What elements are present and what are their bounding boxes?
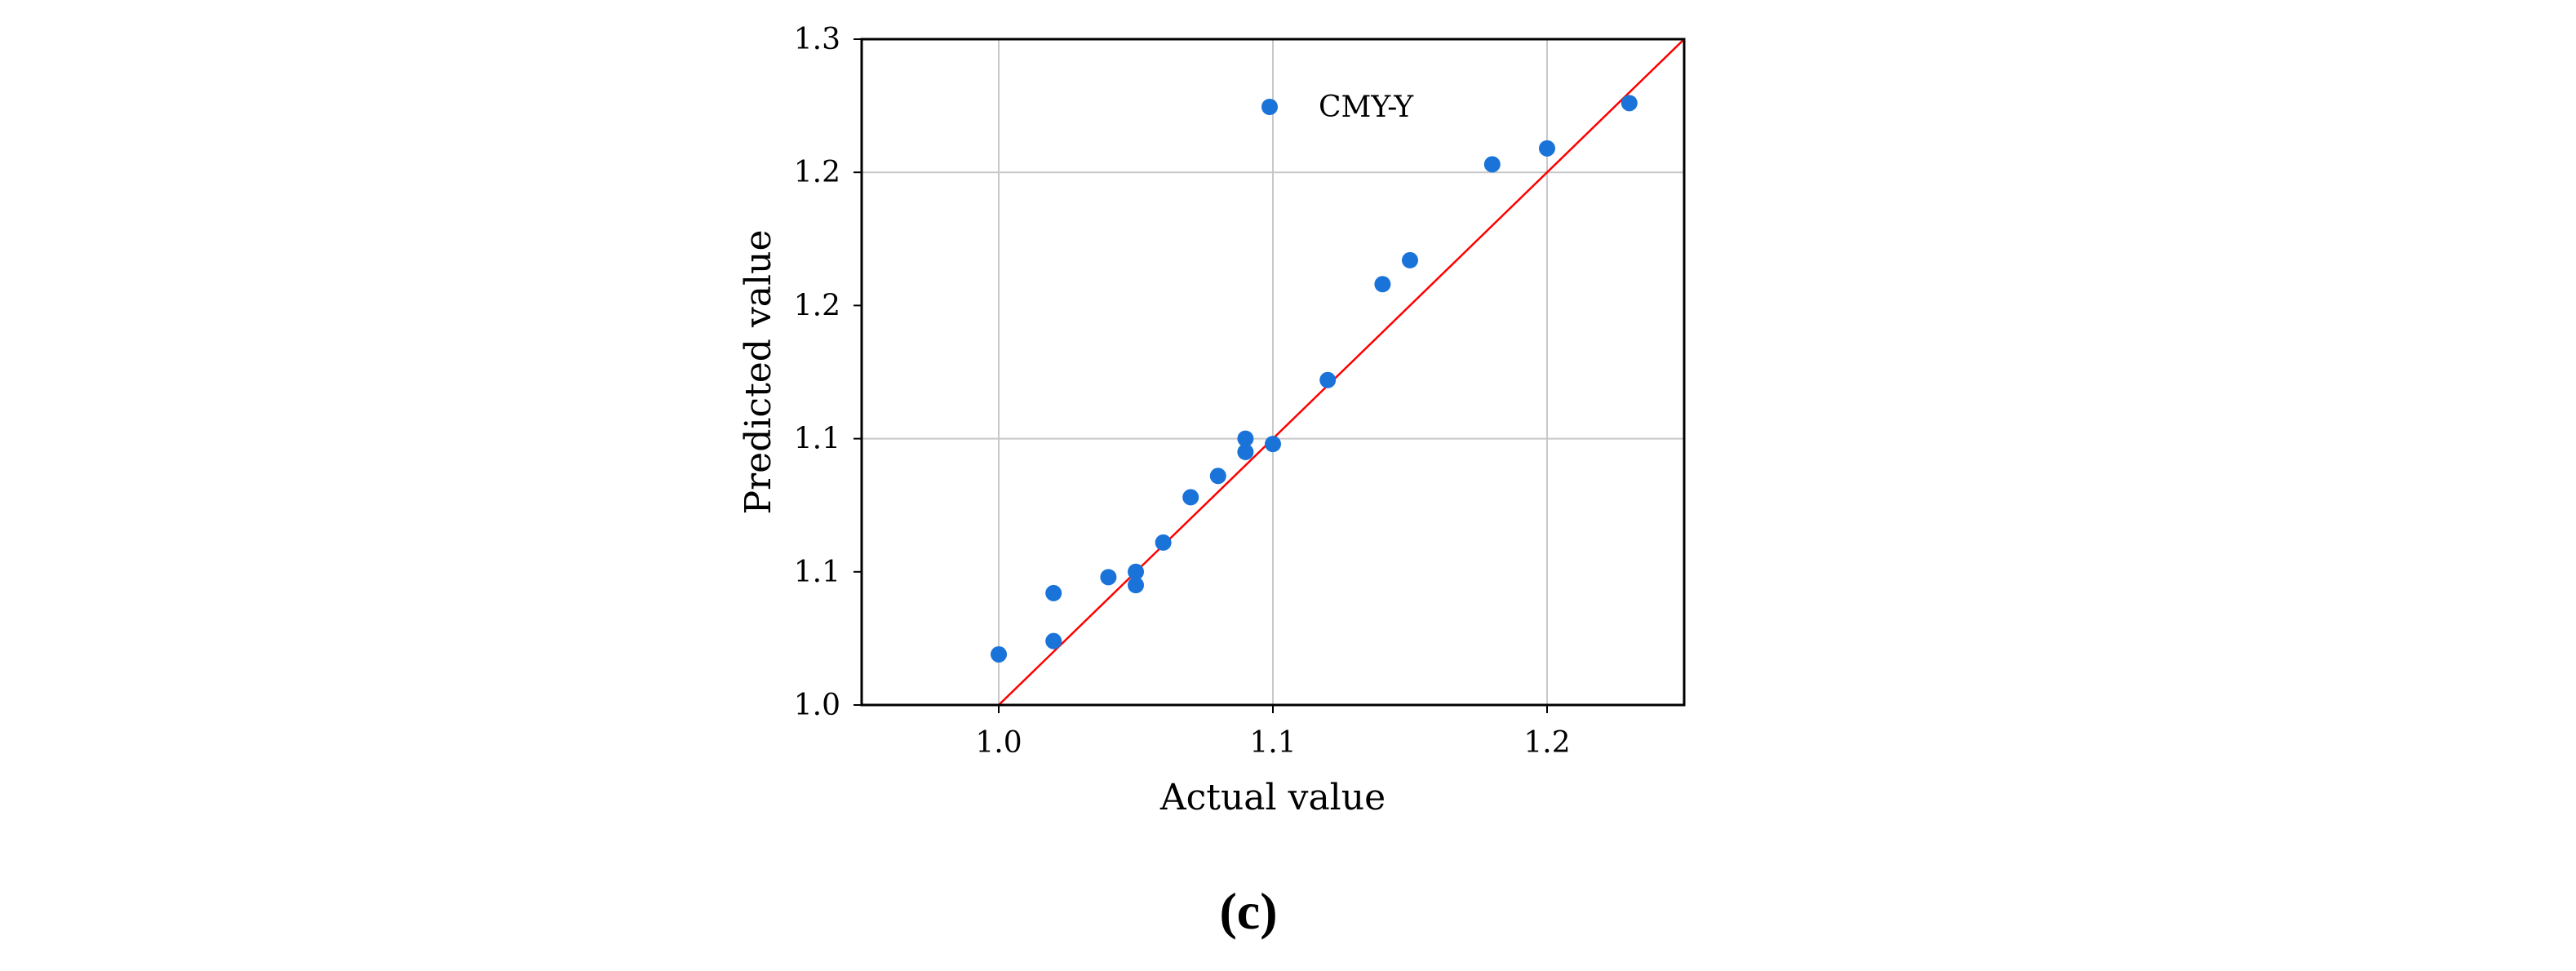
data-point [1045, 632, 1062, 650]
x-axis-title: Actual value [1159, 777, 1386, 818]
data-point [1265, 436, 1281, 453]
data-point [1374, 276, 1391, 293]
y-tick-label: 1.2 [794, 156, 840, 189]
data-point [1319, 371, 1337, 388]
ticks-layer: 1.0 1.1 1.2 1.0 1.1 1.1 1.2 1.2 1.3 [794, 23, 1571, 760]
data-point [1128, 563, 1144, 580]
data-point [1100, 569, 1117, 586]
legend: CMY-Y [1261, 91, 1414, 124]
y-tick-label: 1.3 [794, 23, 840, 56]
data-point [1237, 443, 1254, 460]
data-point [1209, 468, 1226, 485]
data-point [1045, 584, 1062, 601]
data-point [1539, 140, 1555, 157]
y-tick-label: 1.0 [794, 689, 840, 722]
y-tick-label: 1.1 [794, 423, 840, 456]
figure-caption: (c) [1219, 882, 1277, 940]
y-tick-label: 1.1 [794, 556, 840, 589]
data-point [991, 645, 1007, 663]
y-axis-title: Predicted value [738, 230, 779, 515]
data-point [1237, 430, 1254, 447]
legend-marker [1261, 99, 1278, 115]
y-tick-label: 1.2 [794, 289, 840, 322]
x-tick-label: 1.1 [1249, 726, 1296, 760]
data-points-layer [991, 95, 1638, 663]
data-point [1155, 534, 1172, 551]
x-tick-label: 1.0 [975, 726, 1022, 760]
data-point [1402, 251, 1418, 268]
grid-layer [862, 39, 1684, 705]
data-point [1128, 577, 1144, 594]
data-point [1621, 95, 1638, 112]
data-point [1483, 156, 1501, 173]
data-point [1182, 489, 1199, 506]
x-tick-label: 1.2 [1523, 726, 1570, 760]
legend-label-cmy-y: CMY-Y [1319, 91, 1414, 124]
